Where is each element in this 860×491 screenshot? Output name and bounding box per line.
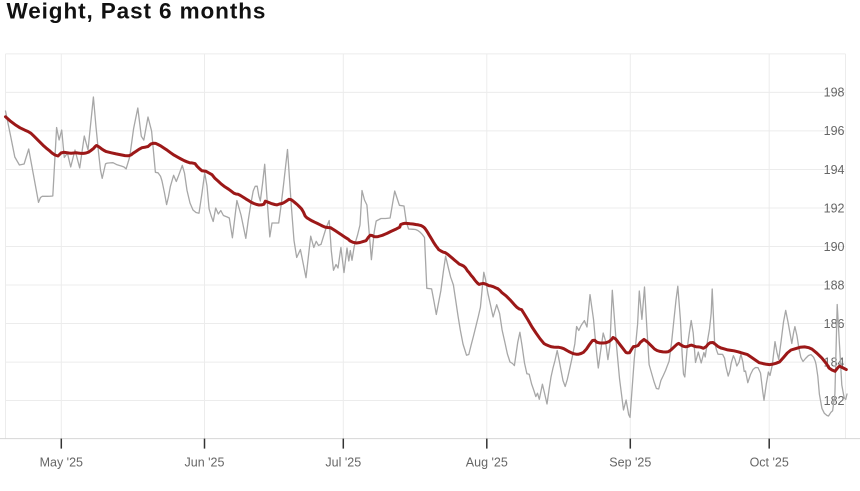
svg-text:196: 196 xyxy=(824,124,845,138)
svg-text:Sep '25: Sep '25 xyxy=(609,456,651,470)
svg-text:190: 190 xyxy=(824,240,845,254)
svg-text:192: 192 xyxy=(824,201,845,215)
svg-text:Jul '25: Jul '25 xyxy=(325,456,361,470)
svg-text:May '25: May '25 xyxy=(40,456,83,470)
svg-text:Aug '25: Aug '25 xyxy=(466,456,508,470)
svg-text:186: 186 xyxy=(824,317,845,331)
svg-text:Oct '25: Oct '25 xyxy=(750,456,789,470)
svg-text:Jun '25: Jun '25 xyxy=(185,456,225,470)
svg-text:198: 198 xyxy=(824,86,845,100)
svg-text:188: 188 xyxy=(824,278,845,292)
svg-text:Weight, Past 6 months: Weight, Past 6 months xyxy=(7,0,267,23)
svg-text:194: 194 xyxy=(824,163,845,177)
